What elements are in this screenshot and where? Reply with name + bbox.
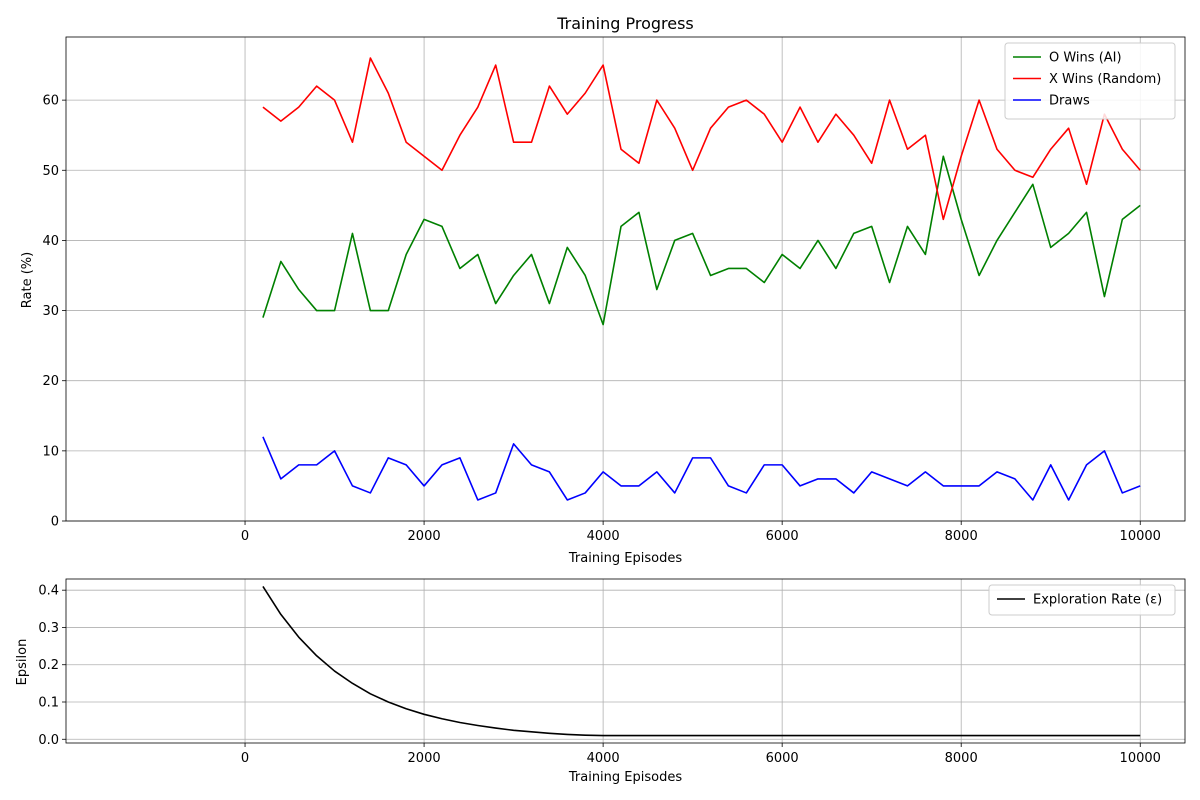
legend-label: Draws <box>1049 94 1090 109</box>
axes-frame <box>65 578 1186 744</box>
series-line <box>262 586 1141 737</box>
y-tick-label: 10 <box>42 444 59 459</box>
x-tick-label: 8000 <box>945 529 978 544</box>
x-tick-label: 4000 <box>587 529 620 544</box>
legend-label: O Wins (AI) <box>1049 51 1122 66</box>
series-line <box>262 155 1141 326</box>
x-tick-label: 6000 <box>766 529 799 544</box>
y-tick-label: 20 <box>42 374 59 389</box>
x-tick-label: 10000 <box>1120 529 1161 544</box>
series-line <box>262 436 1141 501</box>
legend: Exploration Rate (ε) <box>988 584 1176 616</box>
x-tick-label: 6000 <box>766 751 799 766</box>
x-tick-label: 10000 <box>1120 751 1161 766</box>
y-axis-label: Epsilon <box>15 639 30 686</box>
training-progress-chart: Training Progress Training Episodes Rate… <box>20 14 1186 566</box>
legend-box <box>1004 42 1176 120</box>
y-tick-label: 0.0 <box>38 733 59 748</box>
y-tick-label: 0 <box>51 515 59 530</box>
chart-title: Training Progress <box>556 14 694 33</box>
x-tick-label: 2000 <box>408 529 441 544</box>
y-tick-label: 0.3 <box>38 621 59 636</box>
x-tick-label: 8000 <box>945 751 978 766</box>
x-tick-label: 2000 <box>408 751 441 766</box>
axis-ticks: 0 2000 4000 6000 8000 10000 0.0 0.1 0.2 0.3 0.4 <box>38 584 1161 766</box>
y-tick-label: 30 <box>42 304 59 319</box>
exploration-rate-chart: Training Episodes Epsilon 0 2000 4000 6000 8… <box>15 578 1186 785</box>
y-tick-label: 0.1 <box>38 696 59 711</box>
legend-box <box>988 584 1176 616</box>
axes-frame <box>65 36 1186 522</box>
y-axis-label: Rate (%) <box>20 252 35 308</box>
y-tick-label: 40 <box>42 234 59 249</box>
y-tick-label: 50 <box>42 164 59 179</box>
axis-ticks: 0 2000 4000 6000 8000 10000 0 10 20 30 40 50 60 <box>42 94 1160 544</box>
y-tick-label: 60 <box>42 94 59 109</box>
legend-label: X Wins (Random) <box>1049 72 1161 87</box>
series-line <box>262 57 1141 221</box>
x-axis-label: Training Episodes <box>568 770 682 785</box>
y-tick-label: 0.2 <box>38 658 59 673</box>
x-axis-label: Training Episodes <box>568 551 682 566</box>
x-tick-label: 0 <box>241 529 249 544</box>
grid <box>66 579 1185 743</box>
legend: O Wins (AI) X Wins (Random) Draws <box>1004 42 1176 120</box>
y-tick-label: 0.4 <box>38 584 59 599</box>
x-tick-label: 4000 <box>587 751 620 766</box>
legend-label: Exploration Rate (ε) <box>1033 593 1162 608</box>
x-tick-label: 0 <box>241 751 249 766</box>
